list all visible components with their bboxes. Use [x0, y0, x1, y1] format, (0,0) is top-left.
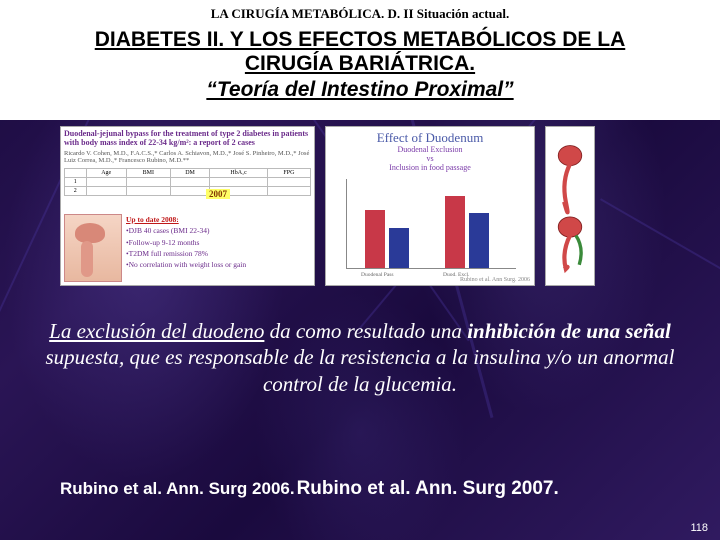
fig1-bullets-heading: Up to date 2008:	[126, 215, 179, 224]
fig2-xlabel: Duodenal Pass	[361, 272, 394, 278]
th	[65, 168, 87, 177]
fig2-subtitle: Duodenal Exclusion vs Inclusion in food …	[329, 146, 531, 172]
td	[170, 186, 209, 195]
bypass-diagram-icon	[549, 130, 591, 282]
citation-1: Rubino et al. Ann. Surg 2006.	[60, 479, 295, 498]
bar	[389, 228, 409, 268]
td	[170, 177, 209, 186]
body-lead: La exclusión del duodeno	[49, 319, 264, 343]
fig1-bullet: •No correlation with weight loss or gain	[126, 259, 246, 270]
td	[126, 186, 170, 195]
th: Age	[86, 168, 126, 177]
fig2-title: Effect of Duodenum	[329, 130, 531, 146]
fig1-authors: Ricardo V. Cohen, M.D., F.A.C.S.,* Carlo…	[64, 150, 311, 164]
fig1-bullet: •T2DM full remission 78%	[126, 248, 246, 259]
fig1-title: Duodenal-jejunal bypass for the treatmen…	[64, 130, 311, 148]
th: BMI	[126, 168, 170, 177]
anatomy-illustration	[64, 214, 122, 282]
td: 2	[65, 186, 87, 195]
th: HbA₁c	[210, 168, 268, 177]
body-text-run: da como resultado una	[264, 319, 467, 343]
td	[267, 186, 310, 195]
slide-title: DIABETES II. Y LOS EFECTOS METABÓLICOS D…	[0, 28, 720, 76]
td	[210, 177, 268, 186]
bar	[365, 210, 385, 268]
fig1-year-badge: 2007	[206, 189, 230, 199]
td	[86, 177, 126, 186]
slide-breadcrumb: LA CIRUGÍA METABÓLICA. D. II Situación a…	[0, 6, 720, 22]
td	[267, 177, 310, 186]
citation-line: Rubino et al. Ann. Surg 2006.Rubino et a…	[0, 478, 720, 500]
title-line-1: DIABETES II. Y LOS EFECTOS METABÓLICOS D…	[95, 28, 626, 51]
fig2-sub-line: Inclusion in food passage	[389, 163, 471, 172]
th: FPG	[267, 168, 310, 177]
title-line-2: CIRUGÍA BARIÁTRICA.	[245, 52, 475, 75]
body-paragraph: La exclusión del duodeno da como resulta…	[40, 318, 680, 397]
fig1-bullet: •DJB 40 cases (BMI 22-34)	[126, 225, 246, 236]
slide-subtitle: “Teoría del Intestino Proximal”	[0, 78, 720, 102]
fig1-lower-row: Up to date 2008: •DJB 40 cases (BMI 22-3…	[64, 214, 246, 282]
figure-right	[545, 126, 595, 286]
figure-row: Duodenal-jejunal bypass for the treatmen…	[60, 126, 595, 286]
bar	[445, 196, 465, 268]
fig1-bullet: •Follow-up 9-12 months	[126, 237, 246, 248]
td	[126, 177, 170, 186]
fig2-sub-line: Duodenal Exclusion	[397, 145, 462, 154]
bar	[469, 213, 489, 268]
th: DM	[170, 168, 209, 177]
fig2-chart: Duodenal Pass Duod. Excl.	[346, 179, 516, 269]
body-bold: inhibición de una señal	[467, 319, 671, 343]
fig1-bullets: Up to date 2008: •DJB 40 cases (BMI 22-3…	[126, 214, 246, 282]
figure-center: Effect of Duodenum Duodenal Exclusion vs…	[325, 126, 535, 286]
td	[86, 186, 126, 195]
td: 1	[65, 177, 87, 186]
fig2-citation: Rubino et al. Ann Surg. 2006	[460, 277, 530, 283]
citation-2: Rubino et al. Ann. Surg 2007.	[297, 478, 559, 499]
figure-left: Duodenal-jejunal bypass for the treatmen…	[60, 126, 315, 286]
body-text-run: supuesta, que es responsable de la resis…	[46, 345, 675, 395]
fig1-table: Age BMI DM HbA₁c FPG 1 2	[64, 168, 311, 196]
page-number: 118	[690, 522, 708, 534]
fig2-sub-line: vs	[426, 154, 433, 163]
